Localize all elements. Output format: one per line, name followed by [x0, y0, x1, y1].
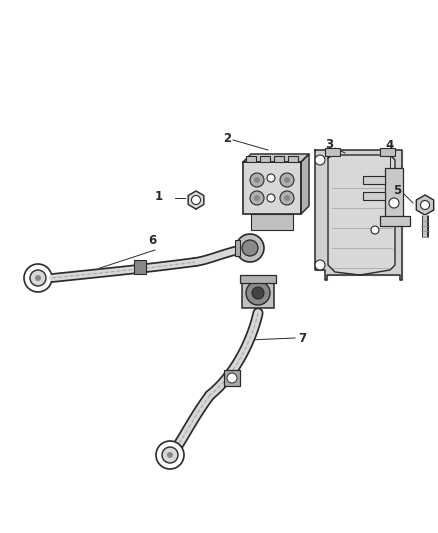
Bar	[246, 156, 256, 162]
Bar	[243, 162, 301, 214]
Circle shape	[30, 270, 46, 286]
Bar	[251, 214, 293, 230]
Text: 4: 4	[386, 139, 394, 152]
Text: 7: 7	[298, 332, 306, 344]
Text: 6: 6	[148, 234, 156, 247]
Circle shape	[284, 195, 290, 201]
Polygon shape	[315, 150, 402, 280]
Bar	[325, 148, 340, 156]
Circle shape	[35, 275, 41, 281]
Bar	[224, 370, 240, 386]
Circle shape	[236, 234, 264, 262]
Circle shape	[227, 373, 237, 383]
Circle shape	[24, 264, 52, 292]
Circle shape	[162, 447, 178, 463]
Text: 5: 5	[393, 184, 401, 198]
Circle shape	[315, 260, 325, 270]
Circle shape	[267, 194, 275, 202]
Bar	[260, 156, 270, 162]
Circle shape	[250, 173, 264, 187]
Circle shape	[250, 191, 264, 205]
Bar	[363, 176, 385, 184]
Bar	[274, 156, 284, 162]
Bar	[134, 260, 146, 274]
Bar	[235, 240, 240, 256]
Circle shape	[246, 281, 270, 305]
Circle shape	[156, 441, 184, 469]
Bar	[385, 168, 403, 223]
Circle shape	[280, 191, 294, 205]
Circle shape	[252, 287, 264, 299]
Circle shape	[254, 177, 260, 183]
Bar	[380, 148, 395, 156]
Polygon shape	[243, 154, 309, 162]
Bar	[242, 280, 274, 308]
Circle shape	[389, 198, 399, 208]
Circle shape	[280, 173, 294, 187]
Bar	[380, 216, 410, 226]
Circle shape	[167, 452, 173, 458]
Polygon shape	[301, 154, 309, 214]
Circle shape	[371, 226, 379, 234]
Text: 3: 3	[325, 139, 333, 151]
Circle shape	[267, 174, 275, 182]
Circle shape	[254, 195, 260, 201]
Polygon shape	[328, 155, 395, 275]
Bar	[288, 156, 298, 162]
Bar	[240, 275, 276, 283]
Circle shape	[315, 155, 325, 165]
Polygon shape	[188, 191, 204, 209]
Bar	[363, 192, 385, 200]
Text: 2: 2	[223, 133, 231, 146]
Text: 1: 1	[155, 190, 163, 204]
Polygon shape	[417, 195, 434, 215]
Circle shape	[242, 240, 258, 256]
Circle shape	[191, 196, 201, 205]
Circle shape	[284, 177, 290, 183]
Circle shape	[420, 200, 430, 209]
